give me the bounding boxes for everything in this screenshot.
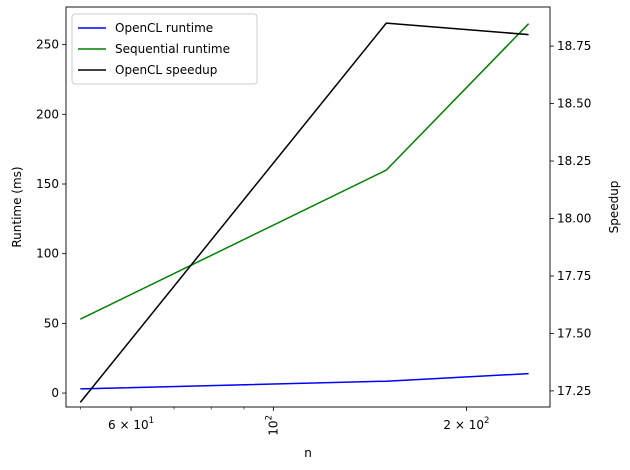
legend: OpenCL runtime Sequential runtime OpenCL s… [71,13,258,85]
right-y-tick-label-4: 18.25 [557,154,591,168]
plot-frame [65,6,551,408]
x-axis-label: n [304,446,312,460]
left-y-tick-label-0: 0 [51,386,59,400]
left-y-axis-label: Runtime (ms) [10,166,24,247]
x-tick-label-1: 102 [264,415,280,436]
right-y-tick-label-1: 17.50 [557,326,591,340]
right-y-tick-label-6: 18.75 [557,39,591,53]
x-tick-label-2: 2 × 102 [443,416,489,432]
left-y-tick-label-4: 200 [36,107,59,121]
legend-label-0: OpenCL runtime [115,21,213,35]
right-y-tick-label-2: 17.75 [557,269,591,283]
legend-label-1: Sequential runtime [115,42,230,56]
right-y-tick-label-0: 17.25 [557,384,591,398]
legend-label-2: OpenCL speedup [115,63,217,77]
legend-box [71,13,258,85]
series-line-0 [80,372,529,390]
left-y-tick-label-2: 100 [36,247,59,261]
left-y-tick-label-5: 250 [36,38,59,52]
left-y-tick-label-3: 150 [36,177,59,191]
right-y-tick-label-3: 18.00 [557,211,591,225]
series-line-2 [79,22,529,403]
right-y-axis-label: Speedup [607,181,621,234]
x-axis: 6 × 101 102 2 × 102 [79,407,489,436]
series-layer [79,22,530,403]
x-tick-label-0: 6 × 101 [108,416,154,432]
left-y-tick-label-1: 50 [44,316,59,330]
series-line-1 [79,23,530,320]
left-y-axis: 0 50 100 150 200 250 [36,38,66,400]
right-y-tick-label-5: 18.50 [557,97,591,111]
right-y-axis: 17.25 17.50 17.75 18.00 18.25 18.50 18.75 [550,39,591,398]
plot-area [65,6,551,408]
